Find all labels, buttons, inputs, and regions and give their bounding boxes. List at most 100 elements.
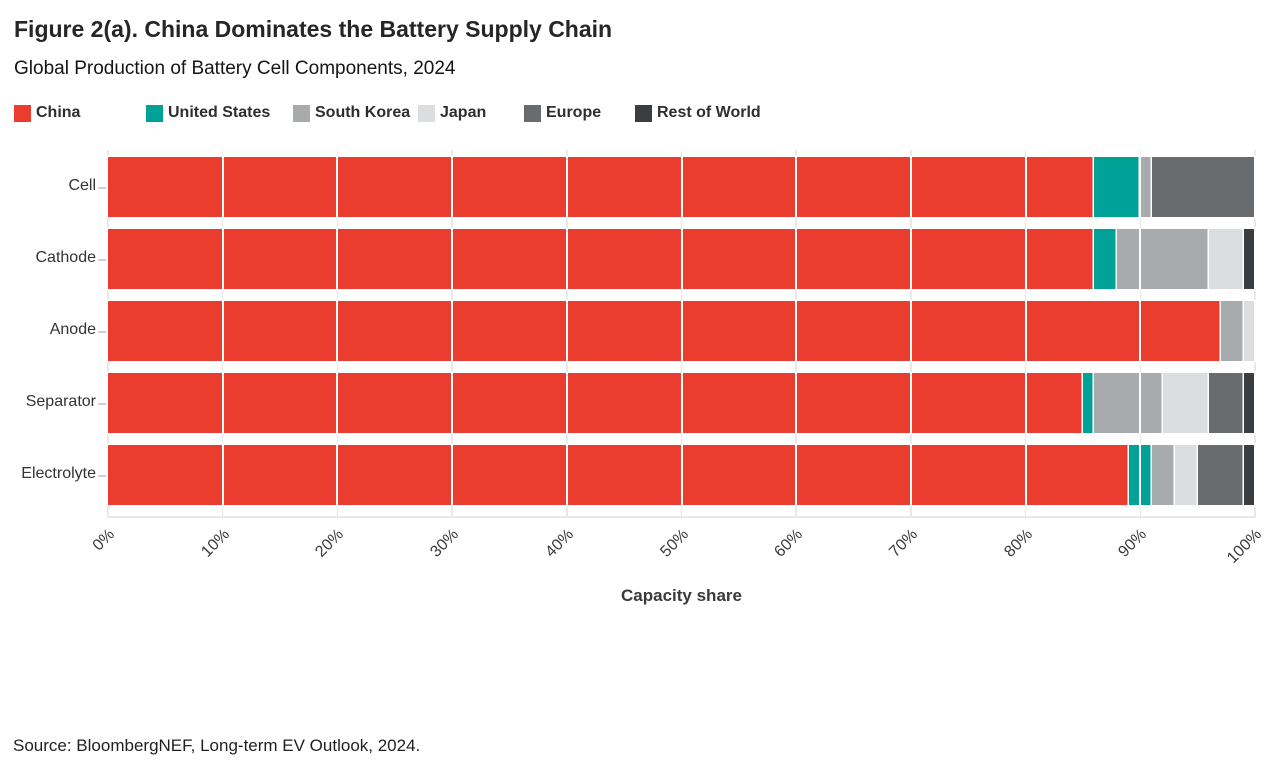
bar-gridline-overlay xyxy=(1139,444,1142,506)
legend-item-united-states: United States xyxy=(146,104,270,122)
legend: China United States South Korea Japan Europe… xyxy=(0,104,1280,124)
bar-segment-electrolyte-china xyxy=(108,445,1129,505)
legend-swatch-rest-of-world xyxy=(635,104,652,122)
x-axis-line xyxy=(108,516,1255,518)
bar-row-separator xyxy=(108,372,1256,434)
y-axis-tick-cathode xyxy=(98,259,106,261)
bar-gridline-overlay xyxy=(221,444,224,506)
bar-gridline-overlay xyxy=(909,372,912,434)
bar-row-cathode xyxy=(108,228,1256,290)
bar-segment-cathode-united-states xyxy=(1094,229,1118,289)
bar-gridline-overlay xyxy=(680,156,683,218)
chart-subtitle: Global Production of Battery Cell Compon… xyxy=(14,58,456,79)
bar-gridline-overlay xyxy=(680,444,683,506)
bar-segment-separator-japan xyxy=(1163,373,1210,433)
bar-segment-separator-south-korea xyxy=(1094,373,1164,433)
x-axis-tick-label-20-: 20% xyxy=(312,526,348,561)
bar-gridline-overlay xyxy=(1254,156,1256,218)
bar-gridline-overlay xyxy=(565,444,568,506)
bar-segment-cathode-japan xyxy=(1209,229,1244,289)
bar-segment-cell-europe xyxy=(1151,157,1255,217)
bar-gridline-overlay xyxy=(1024,300,1027,362)
bar-gridline-overlay xyxy=(1024,228,1027,290)
y-axis-tick-anode xyxy=(98,331,106,333)
bar-gridline-overlay xyxy=(336,156,339,218)
legend-item-rest-of-world: Rest of World xyxy=(635,104,761,122)
plot-area xyxy=(107,150,1256,518)
bar-gridline-overlay xyxy=(451,228,454,290)
bar-gridline-overlay xyxy=(221,156,224,218)
legend-label-china: China xyxy=(36,104,81,121)
bar-segment-electrolyte-rest-of-world xyxy=(1243,445,1255,505)
bar-gridline-overlay xyxy=(1254,228,1256,290)
bar-gridline-overlay xyxy=(1254,300,1256,362)
bar-gridline-overlay xyxy=(909,444,912,506)
bar-segment-anode-south-korea xyxy=(1220,301,1244,361)
bar-gridline-overlay xyxy=(1024,444,1027,506)
bar-gridline-overlay xyxy=(451,156,454,218)
bar-gridline-overlay xyxy=(1254,444,1256,506)
bar-gridline-overlay xyxy=(1139,372,1142,434)
x-axis-tick-label-10-: 10% xyxy=(198,526,233,561)
bar-segment-cell-china xyxy=(108,157,1095,217)
y-axis-tick-separator xyxy=(98,403,106,405)
bar-segment-anode-japan xyxy=(1243,301,1255,361)
legend-item-europe: Europe xyxy=(524,104,601,122)
bar-gridline-overlay xyxy=(451,372,454,434)
bar-segment-separator-china xyxy=(108,373,1083,433)
bar-gridline-overlay xyxy=(1139,300,1142,362)
bar-gridline-overlay xyxy=(680,372,683,434)
x-axis-tick-label-40-: 40% xyxy=(542,526,577,561)
y-axis-label-cathode: Cathode xyxy=(35,249,97,266)
bar-gridline-overlay xyxy=(795,156,798,218)
bar-gridline-overlay xyxy=(221,372,224,434)
x-axis-tick-label-100-: 100% xyxy=(1224,526,1266,567)
bar-gridline-overlay xyxy=(221,228,224,290)
y-axis-label-cell: Cell xyxy=(68,177,96,194)
bar-gridline-overlay xyxy=(1024,156,1027,218)
y-axis-label-anode: Anode xyxy=(49,321,96,338)
bar-gridline-overlay xyxy=(795,372,798,434)
legend-swatch-south-korea xyxy=(293,104,310,122)
legend-item-south-korea: South Korea xyxy=(293,104,410,122)
bar-segment-electrolyte-japan xyxy=(1174,445,1198,505)
bar-gridline-overlay xyxy=(565,156,568,218)
bar-segment-electrolyte-south-korea xyxy=(1151,445,1175,505)
bar-segment-electrolyte-europe xyxy=(1197,445,1244,505)
bar-gridline-overlay xyxy=(336,228,339,290)
legend-swatch-united-states xyxy=(146,104,163,122)
bar-gridline-overlay xyxy=(909,300,912,362)
bar-row-anode xyxy=(108,300,1256,362)
bar-gridline-overlay xyxy=(909,156,912,218)
bar-gridline-overlay xyxy=(1139,228,1142,290)
x-axis-tick-label-50-: 50% xyxy=(656,526,692,561)
x-axis-tick-label-60-: 60% xyxy=(771,526,807,561)
legend-label-south-korea: South Korea xyxy=(315,104,411,121)
bar-gridline-overlay xyxy=(565,372,568,434)
bar-gridline-overlay xyxy=(1024,372,1027,434)
x-axis-tick-label-0-: 0% xyxy=(89,526,119,555)
y-axis-tick-electrolyte xyxy=(98,475,106,477)
legend-item-japan: Japan xyxy=(418,104,486,122)
legend-swatch-china xyxy=(14,104,31,122)
x-axis-tick-label-80-: 80% xyxy=(1000,526,1036,561)
bar-segment-separator-united-states xyxy=(1082,373,1095,433)
bar-gridline-overlay xyxy=(336,372,339,434)
x-axis-tick-label-70-: 70% xyxy=(886,526,921,561)
bar-gridline-overlay xyxy=(565,228,568,290)
bar-segment-anode-china xyxy=(108,301,1221,361)
legend-label-united-states: United States xyxy=(168,104,271,121)
bar-gridline-overlay xyxy=(336,444,339,506)
bar-gridline-overlay xyxy=(221,300,224,362)
bar-segment-cell-south-korea xyxy=(1140,157,1152,217)
bar-gridline-overlay xyxy=(795,300,798,362)
bar-gridline-overlay xyxy=(1139,156,1142,218)
bar-gridline-overlay xyxy=(795,444,798,506)
x-axis-tick-label-90-: 90% xyxy=(1115,526,1151,561)
legend-item-china: China xyxy=(14,104,80,122)
bar-gridline-overlay xyxy=(795,228,798,290)
bar-row-cell xyxy=(108,156,1256,218)
bar-row-electrolyte xyxy=(108,444,1256,506)
y-axis-label-electrolyte: Electrolyte xyxy=(21,465,96,482)
bar-segment-separator-rest-of-world xyxy=(1243,373,1255,433)
